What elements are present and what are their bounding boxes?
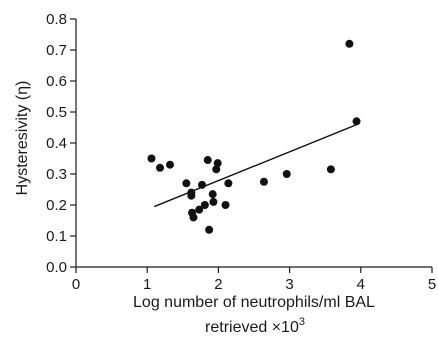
data-point xyxy=(189,213,198,222)
data-point xyxy=(165,160,174,169)
x-axis-label-superscript: 3 xyxy=(299,316,305,328)
y-tick-label: 0.5 xyxy=(46,104,67,121)
data-point xyxy=(212,165,221,174)
y-axis-label: Hysteresivity (η) xyxy=(14,81,31,196)
data-point xyxy=(195,205,204,214)
data-point xyxy=(205,225,214,234)
y-tick-label: 0.6 xyxy=(46,73,67,90)
data-point xyxy=(326,165,335,174)
x-tick-label: 3 xyxy=(285,276,293,293)
y-tick-label: 0.7 xyxy=(46,42,67,59)
data-point xyxy=(198,180,207,189)
x-axis-label-line2-text: retrieved ×10 xyxy=(205,319,299,336)
data-point xyxy=(182,179,191,188)
y-tick-label: 0.3 xyxy=(46,166,67,183)
data-point xyxy=(345,39,354,48)
data-point xyxy=(208,190,217,199)
data-point xyxy=(282,170,291,178)
data-point xyxy=(221,201,230,209)
data-point xyxy=(203,156,212,165)
x-tick-label: 5 xyxy=(428,276,436,293)
data-point xyxy=(147,154,156,163)
data-point xyxy=(187,191,196,200)
data-point xyxy=(209,197,218,206)
data-point xyxy=(200,201,209,209)
x-tick-label: 2 xyxy=(214,276,222,293)
y-tick-label: 0.8 xyxy=(46,11,67,28)
trend-line xyxy=(154,123,358,208)
y-tick-label: 0.1 xyxy=(46,228,67,245)
data-point xyxy=(259,177,268,186)
y-tick-label: 0.4 xyxy=(46,135,67,152)
data-point xyxy=(213,159,222,168)
y-tick-label: 0.0 xyxy=(46,259,67,276)
x-tick-label: 4 xyxy=(357,276,365,293)
x-tick-label: 1 xyxy=(143,276,151,293)
data-point xyxy=(352,117,361,126)
x-axis-label-line1: Log number of neutrophils/ml BAL xyxy=(133,294,375,311)
data-point xyxy=(156,163,165,172)
y-tick-label: 0.2 xyxy=(46,197,67,214)
data-point xyxy=(224,179,233,188)
x-axis-ticks: 0 1 2 3 4 5 xyxy=(72,267,436,293)
y-axis-ticks: 0.0 0.1 0.2 0.3 0.4 0.5 0.6 0.7 0.8 xyxy=(46,11,76,276)
x-axis-label-line2: retrieved ×103 xyxy=(205,316,305,336)
data-points xyxy=(147,39,361,234)
x-tick-label: 0 xyxy=(72,276,80,293)
